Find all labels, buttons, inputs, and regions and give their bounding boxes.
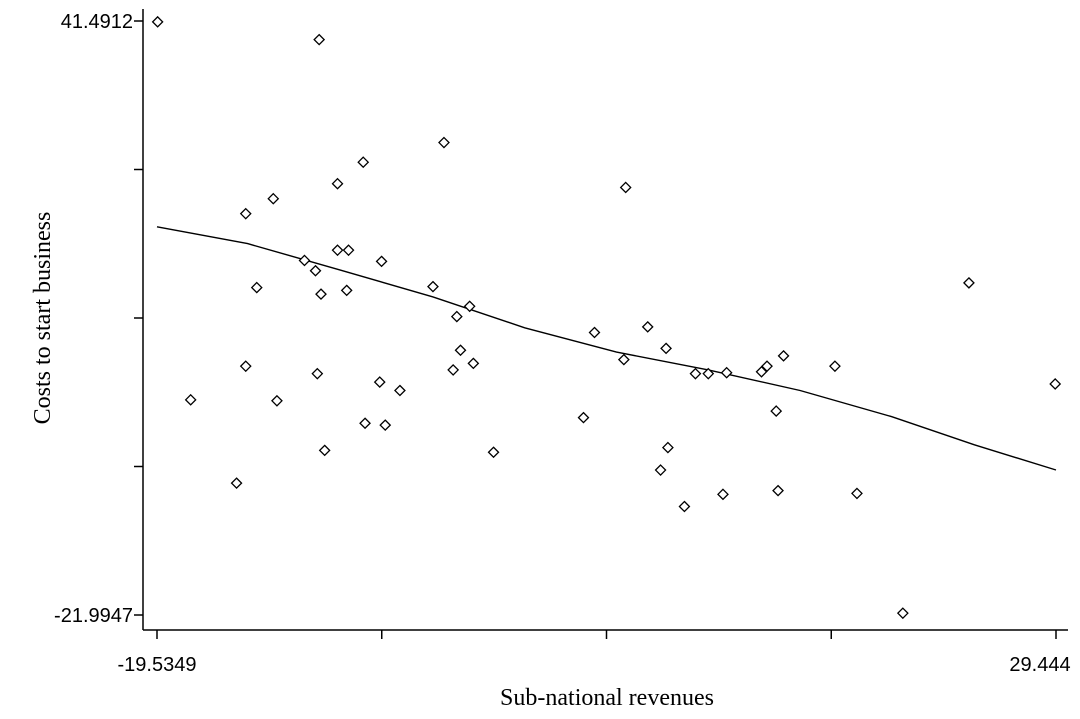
y-axis-title: Costs to start business: [30, 212, 56, 425]
data-point: [438, 136, 450, 149]
data-point: [331, 177, 344, 190]
data-point: [357, 156, 370, 169]
y-ticks: [134, 20, 143, 616]
data-point: [641, 320, 654, 333]
data-point: [315, 288, 327, 301]
data-point: [447, 363, 460, 376]
data-point: [467, 357, 480, 370]
data-point: [770, 405, 783, 417]
data-point: [250, 281, 263, 294]
data-point: [309, 264, 322, 277]
data-point: [678, 500, 691, 513]
data-point: [463, 300, 476, 313]
data-point: [577, 411, 590, 424]
x-axis-title: Sub-national revenues: [500, 685, 714, 711]
data-point: [588, 326, 601, 339]
data-point: [359, 417, 371, 430]
axes: [134, 9, 1068, 639]
data-point: [702, 367, 715, 380]
data-point: [777, 349, 790, 362]
data-point: [230, 477, 243, 490]
data-point: [851, 487, 863, 500]
data-point: [772, 484, 784, 497]
data-point: [720, 366, 733, 379]
data-point: [373, 376, 386, 388]
data-point: [450, 310, 463, 323]
data-point: [454, 344, 467, 357]
data-point: [311, 367, 324, 380]
data-point: [340, 284, 353, 297]
data-point: [963, 276, 975, 289]
data-point: [660, 342, 672, 355]
data-point: [896, 607, 909, 620]
data-point: [829, 360, 841, 373]
data-points: [151, 15, 1062, 620]
data-point: [267, 192, 280, 205]
y-tick-label-min: -21.9947: [54, 605, 133, 627]
data-point: [661, 441, 674, 454]
data-point: [1049, 378, 1062, 390]
data-point: [239, 207, 252, 220]
data-point: [617, 353, 630, 366]
y-tick-label-max: 41.4912: [61, 11, 133, 33]
data-point: [313, 33, 326, 46]
x-ticks: [156, 630, 1057, 639]
data-point: [689, 367, 702, 380]
data-point: [331, 244, 344, 257]
data-point: [427, 280, 439, 293]
data-point: [298, 254, 311, 267]
data-point: [619, 181, 632, 194]
data-point: [184, 393, 197, 406]
data-point: [379, 419, 392, 432]
data-point: [375, 255, 388, 268]
data-point: [342, 244, 355, 257]
trend-line: [156, 226, 1057, 471]
data-point: [717, 488, 729, 501]
x-tick-label-min: -19.5349: [118, 654, 197, 676]
data-point: [271, 394, 283, 407]
data-point: [761, 360, 773, 373]
data-point: [654, 464, 667, 476]
x-tick-label-max: 29.444: [1009, 654, 1070, 676]
data-point: [239, 360, 252, 373]
data-point: [318, 444, 331, 457]
data-point: [151, 15, 164, 28]
data-point: [487, 446, 500, 459]
data-point: [394, 384, 406, 397]
data-point: [755, 365, 768, 378]
